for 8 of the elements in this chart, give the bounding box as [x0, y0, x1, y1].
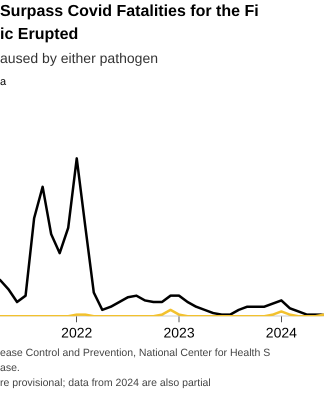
chart-subtitle: aused by either pathogen: [0, 50, 158, 66]
text: ease Control and Prevention, National Center for Health S ase.: [0, 346, 270, 376]
text: re provisional; data from 2024 are also partial: [0, 376, 212, 391]
x-tick-label: 2023: [163, 324, 195, 340]
text: a: [0, 76, 6, 88]
chart-title: Surpass Covid Fatalities for the Fi ic Erupted: [0, 2, 259, 45]
x-tick-label: 2022: [61, 324, 93, 340]
x-tick-label: 2024: [266, 324, 298, 340]
